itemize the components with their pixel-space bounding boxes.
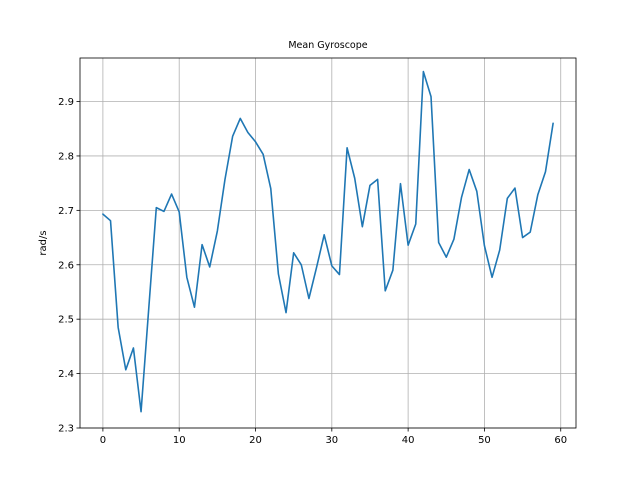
y-tick-label: 2.3 xyxy=(58,424,74,435)
series-line xyxy=(102,70,554,413)
x-tick-label: 0 xyxy=(100,435,106,446)
series-layer xyxy=(102,70,554,413)
x-tick-label: 50 xyxy=(478,435,491,446)
y-tick-label: 2.5 xyxy=(58,315,74,326)
y-tick-label: 2.9 xyxy=(58,97,74,108)
x-tick-label: 10 xyxy=(173,435,186,446)
y-axis-title: rad/s xyxy=(38,230,49,255)
y-tick-label: 2.4 xyxy=(58,369,74,380)
y-tick-label: 2.7 xyxy=(58,206,74,217)
ticks: 0 10 20 30 40 50 60 2.3 2.4 2.5 2.6 2.7 2.8 2.9 xyxy=(58,97,567,446)
x-tick-label: 60 xyxy=(554,435,567,446)
x-tick-label: 30 xyxy=(325,435,338,446)
y-tick-label: 2.6 xyxy=(58,260,74,271)
plot-frame xyxy=(79,57,577,429)
x-tick-label: 20 xyxy=(249,435,262,446)
chart-title: Mean Gyroscope xyxy=(288,40,367,51)
x-tick-label: 40 xyxy=(402,435,415,446)
y-tick-label: 2.8 xyxy=(58,151,74,162)
